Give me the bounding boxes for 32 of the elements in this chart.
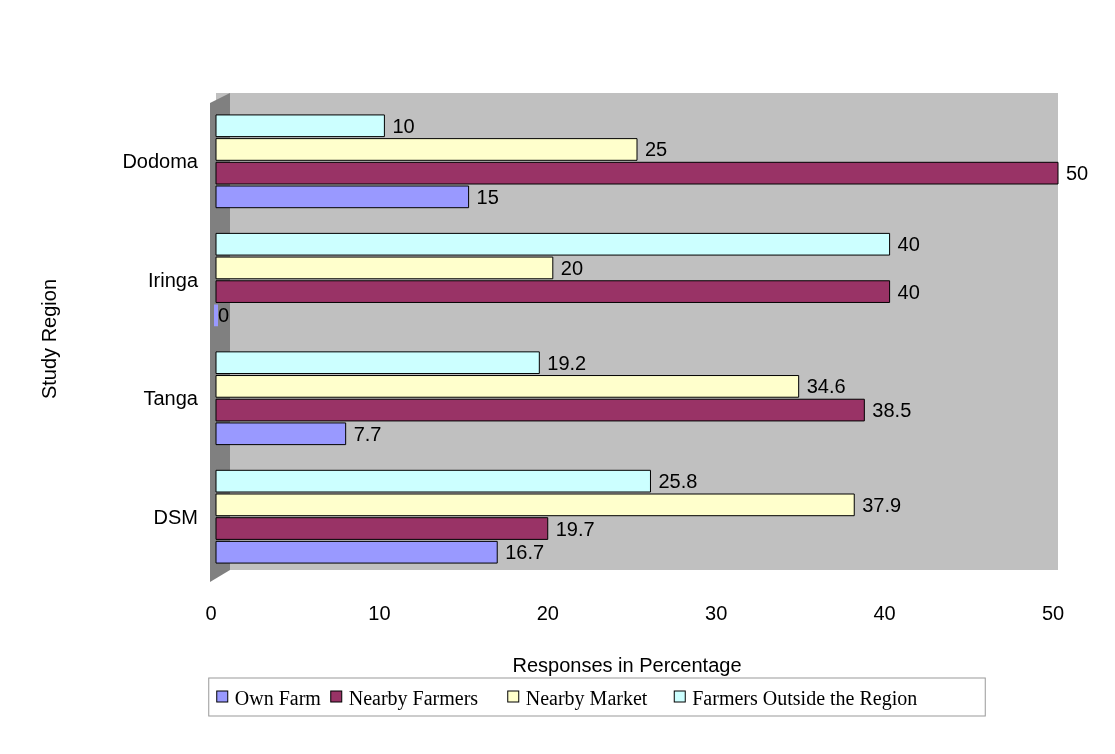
- x-tick-label: 50: [1041, 602, 1065, 624]
- x-tick-label: 30: [705, 602, 728, 624]
- legend-label: Own Farm: [234, 687, 322, 709]
- data-label: 10: [392, 114, 415, 137]
- y-tick-label: Tanga: [143, 387, 199, 410]
- data-label: 19.7: [555, 517, 595, 540]
- data-label: 20: [560, 256, 584, 279]
- legend-label: Nearby Market: [525, 687, 648, 710]
- y-tick-label: Dodoma: [122, 150, 199, 173]
- data-label: 34.6: [806, 375, 846, 398]
- data-label: 25: [645, 138, 668, 161]
- data-label: 19.2: [547, 351, 587, 374]
- y-axis-title: Study Region: [38, 278, 60, 400]
- legend-label: Nearby Farmers: [348, 687, 479, 710]
- data-label: 16.7: [505, 541, 545, 564]
- x-tick-label: 40: [873, 602, 896, 624]
- data-label: 50: [1066, 162, 1089, 185]
- x-tick-label: 10: [368, 602, 391, 624]
- data-label: 15: [476, 185, 499, 208]
- data-label: 0: [218, 304, 230, 327]
- data-label: 37.9: [862, 493, 902, 516]
- legend-label: Farmers Outside the Region: [692, 687, 918, 710]
- x-tick-label: 0: [205, 602, 217, 624]
- data-label: 40: [897, 280, 920, 303]
- data-label: 38.5: [872, 399, 912, 422]
- data-label: 40: [897, 233, 920, 256]
- data-label: 25.8: [658, 470, 698, 493]
- y-tick-label: Iringa: [147, 268, 199, 291]
- y-tick-label: DSM: [153, 505, 198, 528]
- data-label: 7.7: [353, 422, 382, 445]
- x-axis-title: Responses in Percentage: [512, 654, 742, 676]
- x-tick-label: 20: [536, 602, 559, 624]
